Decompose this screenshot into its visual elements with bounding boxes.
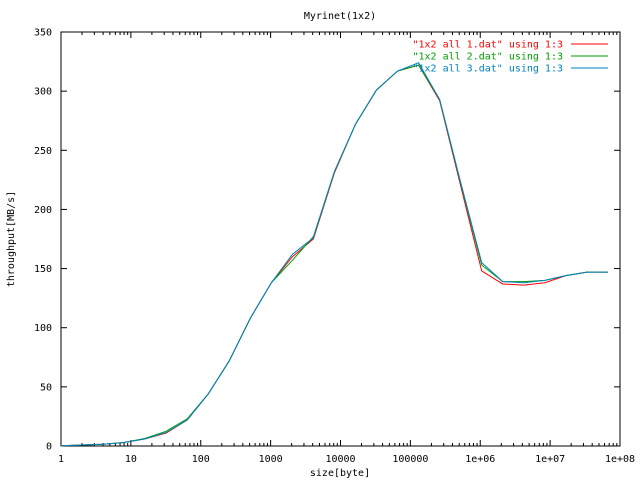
x-axis: 1 10 100 1000 10000 100000 1e+06 1e+07 1e+08 (58, 32, 635, 465)
legend-label-3: "1x2 all 3.dat" using 1:3 (412, 64, 563, 75)
y-tick-label: 50 (40, 382, 52, 393)
y-tick-label: 300 (34, 87, 52, 98)
legend: "1x2 all 1.dat" using 1:3"1x2 all 2.dat"… (412, 40, 608, 75)
x-tick-label: 1e+06 (465, 454, 495, 465)
y-tick-label: 200 (34, 205, 52, 216)
x-tick-label: 100000 (392, 454, 428, 465)
x-axis-label: size[byte] (310, 468, 370, 479)
x-tick-label: 1000 (259, 454, 283, 465)
y-tick-label: 350 (34, 28, 52, 39)
plot-border (60, 31, 621, 447)
x-tick-label: 100 (192, 454, 210, 465)
legend-label-2: "1x2 all 2.dat" using 1:3 (412, 52, 563, 63)
y-tick-label: 250 (34, 146, 52, 157)
legend-label-1: "1x2 all 1.dat" using 1:3 (412, 40, 563, 51)
series-line-3 (60, 62, 608, 447)
x-tick-label: 10 (125, 454, 137, 465)
series-line-1 (60, 64, 608, 447)
y-tick-label: 100 (34, 323, 52, 334)
x-tick-label: 10000 (325, 454, 355, 465)
chart-title: Myrinet(1x2) (304, 11, 376, 22)
y-axis-label: throughput[MB/s] (6, 191, 17, 287)
y-tick-label: 150 (34, 264, 52, 275)
y-tick-label: 0 (46, 442, 52, 453)
x-tick-label: 1e+08 (605, 454, 635, 465)
series-layer (60, 62, 608, 447)
y-axis: 0 50 100 150 200 250 300 350 (34, 28, 620, 453)
x-tick-label: 1 (58, 454, 64, 465)
series-line-2 (60, 64, 608, 447)
x-tick-label: 1e+07 (535, 454, 565, 465)
